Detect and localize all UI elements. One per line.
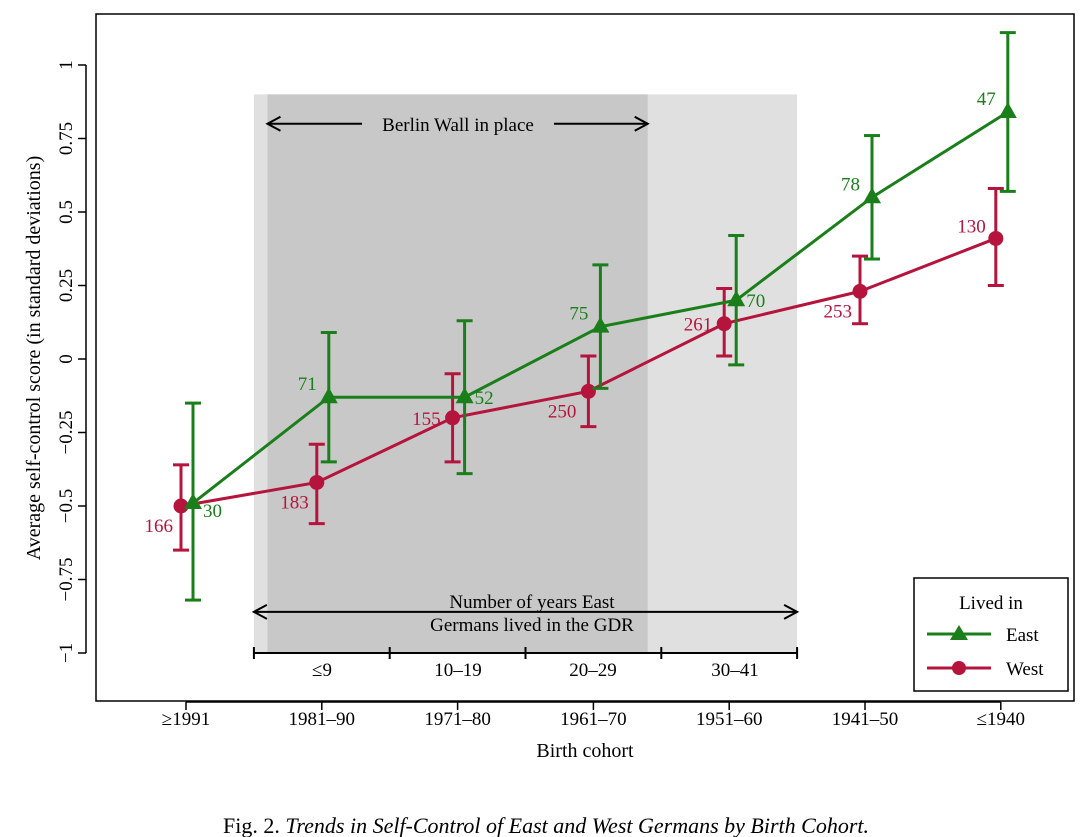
- x-tick-label: 1961–70: [560, 709, 627, 730]
- data-label: 70: [746, 291, 765, 312]
- shaded-regions: [253, 94, 798, 653]
- caption-title: Trends in Self-Control of East and West …: [285, 813, 869, 837]
- legend-east-marker: [950, 625, 968, 640]
- data-point: [852, 283, 868, 299]
- data-label: 261: [684, 315, 713, 336]
- y-axis: 1 0.75 0.5 0.25 0 −0.25 −0.5 −0.75 −1: [56, 60, 87, 663]
- data-label: 253: [824, 301, 853, 322]
- legend-title: Lived in: [959, 593, 1023, 614]
- data-point: [173, 498, 189, 514]
- y-tick-label: 0: [56, 354, 77, 364]
- data-point: [580, 383, 596, 399]
- y-tick-label: 0.75: [56, 122, 77, 155]
- y-tick-label: 0.25: [56, 269, 77, 302]
- x-tick-label: ≤1940: [977, 709, 1025, 730]
- data-label: 155: [412, 409, 441, 430]
- data-label: 130: [957, 216, 986, 237]
- berlin-wall-arrow-head-right: [634, 115, 650, 132]
- data-point: [455, 387, 474, 404]
- data-point: [591, 316, 610, 333]
- berlin-wall-label-bg: [362, 112, 554, 138]
- data-label: 30: [203, 501, 222, 522]
- figure-caption: Fig. 2. Trends in Self-Control of East a…: [223, 813, 869, 837]
- data-label: 78: [841, 174, 860, 195]
- data-point: [319, 387, 338, 404]
- data-label: 47: [977, 89, 996, 110]
- x-tick-label: 1951–60: [696, 709, 763, 730]
- x-tick-label: 1971–80: [424, 709, 491, 730]
- y-tick-label: 1: [56, 60, 77, 70]
- y-axis-title: Average self-control score (in standard …: [23, 156, 45, 560]
- data-point: [998, 102, 1017, 119]
- data-point: [863, 187, 881, 204]
- data-point: [445, 410, 461, 426]
- series-east: 30 71 52 75 70 78 47: [184, 31, 1017, 602]
- gdr-years-label-line1: Number of years East: [449, 592, 615, 613]
- data-point: [988, 230, 1004, 246]
- legend-west-marker: [952, 661, 966, 675]
- berlin-wall-arrow-head-left: [265, 115, 281, 132]
- plot-frame: [95, 13, 1075, 702]
- series-west: 166 183 155 250 261 253 130: [145, 186, 1004, 552]
- y-tick-label: −0.5: [56, 489, 77, 523]
- x-axis: ≥1991 1981–90 1971–80 1961–70 1951–60 1941–50…: [162, 701, 1025, 730]
- x-tick-label: 1941–50: [832, 709, 899, 730]
- gdr-bin-label: 30–41: [711, 660, 759, 681]
- data-label: 250: [548, 401, 577, 422]
- data-point: [716, 316, 732, 332]
- x-tick-label: 1981–90: [289, 709, 356, 730]
- legend-east-label: East: [1006, 625, 1039, 646]
- berlin-wall-label: Berlin Wall in place: [382, 115, 534, 136]
- gdr-years-arrow-head-right: [783, 603, 800, 620]
- data-label: 166: [145, 516, 174, 537]
- data-point: [309, 474, 325, 490]
- y-tick-label: −1: [56, 643, 77, 663]
- caption-prefix: Fig. 2.: [223, 813, 285, 837]
- data-label: 183: [280, 492, 309, 513]
- gdr-bin-label: 10–19: [434, 660, 482, 681]
- gdr-bin-label: ≤9: [312, 660, 332, 681]
- x-tick-label: ≥1991: [162, 709, 210, 730]
- y-tick-label: −0.25: [56, 411, 77, 455]
- legend-west-label: West: [1006, 659, 1044, 680]
- y-tick-label: 0.5: [56, 200, 77, 224]
- gdr-bin-label: 20–29: [569, 660, 617, 681]
- data-point: [184, 493, 202, 510]
- data-point: [727, 290, 746, 307]
- gdr-years-label-line2: Germans lived in the GDR: [430, 615, 634, 636]
- x-axis-title: Birth cohort: [536, 740, 634, 762]
- legend: Lived in East West: [913, 577, 1069, 692]
- y-tick-label: −0.75: [56, 558, 77, 602]
- gdr-years-arrow-head-left: [251, 603, 268, 620]
- data-label: 52: [475, 388, 494, 409]
- data-label: 75: [569, 304, 588, 325]
- series-layer: 166 183 155 250 261 253 130 30 71 52 75 70 78 47: [145, 31, 1017, 602]
- data-label: 71: [298, 374, 317, 395]
- gdr-bins: ≤9 10–19 20–29 30–41: [312, 660, 759, 681]
